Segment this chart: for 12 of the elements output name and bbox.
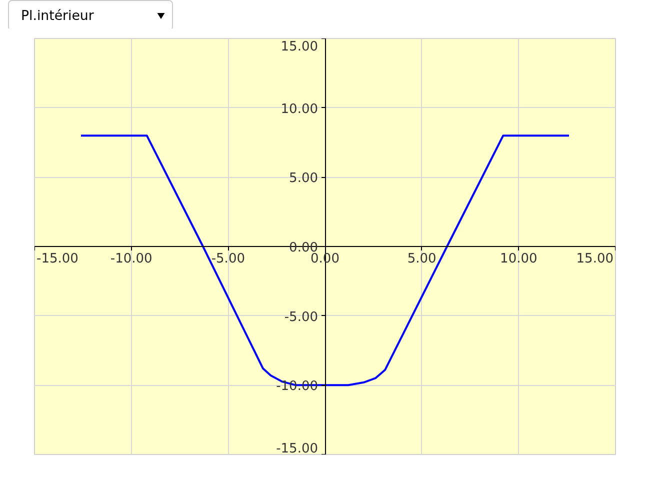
text: Pl.intérieur <box>8 0 173 32</box>
y-tick-label: -5.00 <box>284 310 318 325</box>
y-tick-label: 5.00 <box>289 171 318 186</box>
x-tick-label: -15.00 <box>36 252 78 266</box>
y-tick-label: 15.00 <box>280 40 318 54</box>
x-tick-label: -10.00 <box>110 252 152 266</box>
y-tick-label: -15.00 <box>276 442 318 456</box>
x-tick-label: 15.00 <box>576 252 614 266</box>
x-tick-label: -5.00 <box>211 252 245 266</box>
x-tick-label: 10.00 <box>500 252 538 266</box>
y-tick-label: 10.00 <box>280 102 318 117</box>
x-tick-label: 5.00 <box>407 252 436 266</box>
